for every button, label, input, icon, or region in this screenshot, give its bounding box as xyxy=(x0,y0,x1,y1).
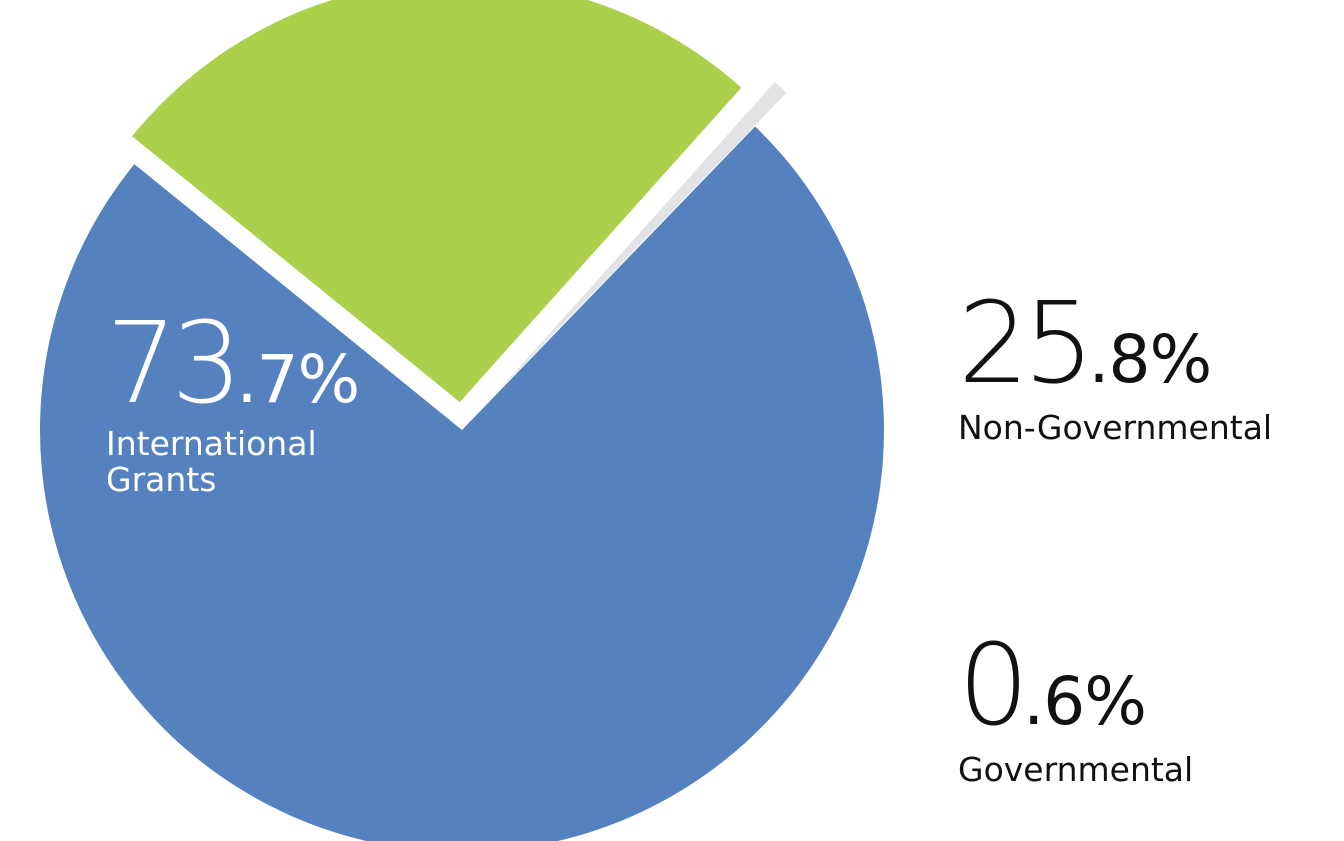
pie-slice-governmental xyxy=(493,81,787,397)
pie-slice-non-governmental xyxy=(132,0,742,403)
pct-whole-governmental: 0 xyxy=(958,621,1029,751)
pct-decimal-governmental: .6% xyxy=(1023,663,1147,740)
pie-slice-international-grants xyxy=(40,126,884,841)
slice-name-governmental: Governmental xyxy=(958,750,1194,789)
slice-label-non-governmental: 25.8% Non-Governmental xyxy=(958,288,1272,446)
pct-decimal-non-governmental: .8% xyxy=(1088,321,1213,398)
pct-whole-non-governmental: 25 xyxy=(958,279,1094,409)
slice-label-governmental: 0.6% Governmental xyxy=(958,630,1193,788)
slice-name-non-governmental: Non-Governmental xyxy=(958,408,1273,447)
slice-name-international-grants: International Grants xyxy=(106,424,317,499)
slice-label-international-grants: 73.7% International Grants xyxy=(106,308,361,499)
pct-decimal-international-grants: .7% xyxy=(236,341,361,418)
pct-whole-international-grants: 73 xyxy=(106,299,242,429)
